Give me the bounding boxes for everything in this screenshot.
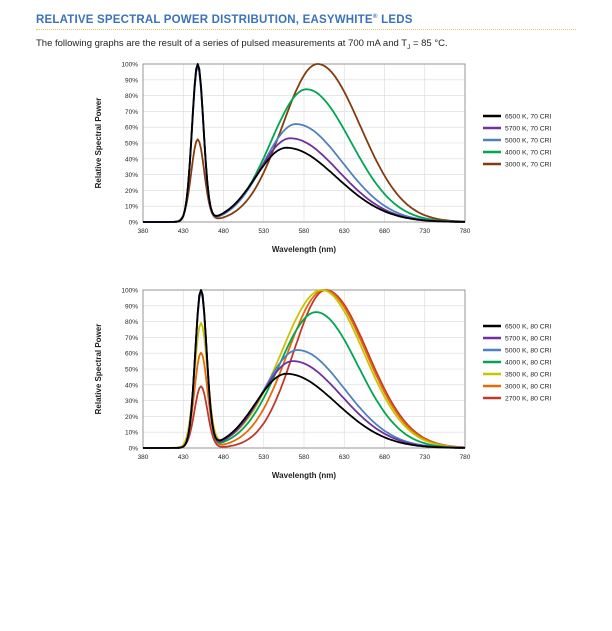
- legend-label: 3500 K, 80 CRI: [505, 372, 552, 379]
- legend-label: 3000 K, 80 CRI: [505, 384, 552, 391]
- y-tick-label: 60%: [125, 351, 138, 358]
- registered-mark: ®: [372, 13, 378, 20]
- x-tick-label: 580: [299, 228, 310, 235]
- series-line: [143, 63, 466, 223]
- legend-label: 3000 K, 70 CRI: [505, 162, 552, 169]
- y-tick-label: 80%: [125, 93, 138, 100]
- plot-border: [142, 289, 466, 449]
- y-tick-label: 90%: [125, 303, 138, 310]
- x-tick-label: 730: [419, 454, 430, 461]
- legend-label: 5700 K, 70 CRI: [505, 126, 552, 133]
- x-tick-label: 580: [299, 454, 310, 461]
- spd-chart-70cri: 0% 10% 20% 30% 40% 50% 60% 70% 80% 90% 100% 380 430 4…: [94, 62, 552, 255]
- intro-text-main: The following graphs are the result of a…: [36, 38, 408, 49]
- legend-label: 2700 K, 80 CRI: [505, 396, 552, 403]
- x-tick-label: 630: [339, 228, 350, 235]
- series-line: [143, 63, 465, 223]
- y-tick-label: 40%: [125, 382, 138, 389]
- y-tick-label: 70%: [125, 335, 138, 342]
- x-axis-title: Wavelength (nm): [272, 471, 336, 480]
- series-line: [143, 289, 465, 449]
- series-line: [143, 289, 466, 449]
- x-axis-title: Wavelength (nm): [272, 245, 336, 254]
- x-tick-label: 530: [258, 228, 269, 235]
- y-tick-label: 100%: [121, 62, 138, 69]
- legend-label: 5000 K, 80 CRI: [505, 348, 552, 355]
- section-title-suffix: LEDS: [377, 13, 413, 26]
- x-tick-label: 430: [178, 228, 189, 235]
- y-tick-label: 80%: [125, 319, 138, 326]
- x-tick-label: 780: [460, 454, 471, 461]
- spd-chart-80cri: 0% 10% 20% 30% 40% 50% 60% 70% 80% 90% 100% 380 430 4…: [94, 288, 552, 481]
- legend-label: 5000 K, 70 CRI: [505, 138, 552, 145]
- y-tick-label: 0%: [129, 446, 139, 453]
- x-tick-label: 680: [379, 454, 390, 461]
- title-divider: [36, 29, 576, 30]
- legend-label: 6500 K, 80 CRI: [505, 324, 552, 331]
- x-tick-label: 530: [258, 454, 269, 461]
- x-tick-label: 380: [138, 228, 149, 235]
- y-tick-label: 30%: [125, 172, 138, 179]
- x-tick-label: 780: [460, 228, 471, 235]
- intro-text: The following graphs are the result of a…: [36, 38, 448, 51]
- y-tick-label: 40%: [125, 156, 138, 163]
- y-tick-label: 90%: [125, 77, 138, 84]
- legend-label: 4000 K, 70 CRI: [505, 150, 552, 157]
- y-tick-label: 50%: [125, 141, 138, 148]
- x-tick-label: 680: [379, 228, 390, 235]
- y-tick-label: 100%: [121, 288, 138, 295]
- y-tick-label: 50%: [125, 367, 138, 374]
- x-tick-label: 730: [419, 228, 430, 235]
- y-tick-label: 10%: [125, 430, 138, 437]
- y-tick-label: 30%: [125, 398, 138, 405]
- x-tick-label: 480: [218, 454, 229, 461]
- y-tick-label: 60%: [125, 125, 138, 132]
- intro-text-end: = 85 °C.: [410, 38, 448, 49]
- section-title: RELATIVE SPECTRAL POWER DISTRIBUTION, EA…: [36, 13, 413, 26]
- x-tick-label: 430: [178, 454, 189, 461]
- section-title-text: RELATIVE SPECTRAL POWER DISTRIBUTION, EA…: [36, 13, 373, 26]
- plot-border: [142, 63, 466, 223]
- legend-label: 5700 K, 80 CRI: [505, 336, 552, 343]
- y-axis-title: Relative Spectral Power: [94, 324, 103, 415]
- intro-text-subscript: J: [407, 43, 411, 51]
- y-tick-label: 70%: [125, 109, 138, 116]
- legend-label: 4000 K, 80 CRI: [505, 360, 552, 367]
- series-line: [143, 289, 465, 449]
- y-tick-label: 20%: [125, 414, 138, 421]
- y-tick-label: 10%: [125, 204, 138, 211]
- legend-label: 6500 K, 70 CRI: [505, 114, 552, 121]
- y-axis-title: Relative Spectral Power: [94, 98, 103, 189]
- series-line: [143, 289, 466, 449]
- y-tick-label: 20%: [125, 188, 138, 195]
- x-tick-label: 480: [218, 228, 229, 235]
- x-tick-label: 630: [339, 454, 350, 461]
- y-tick-label: 0%: [129, 220, 139, 227]
- x-tick-label: 380: [138, 454, 149, 461]
